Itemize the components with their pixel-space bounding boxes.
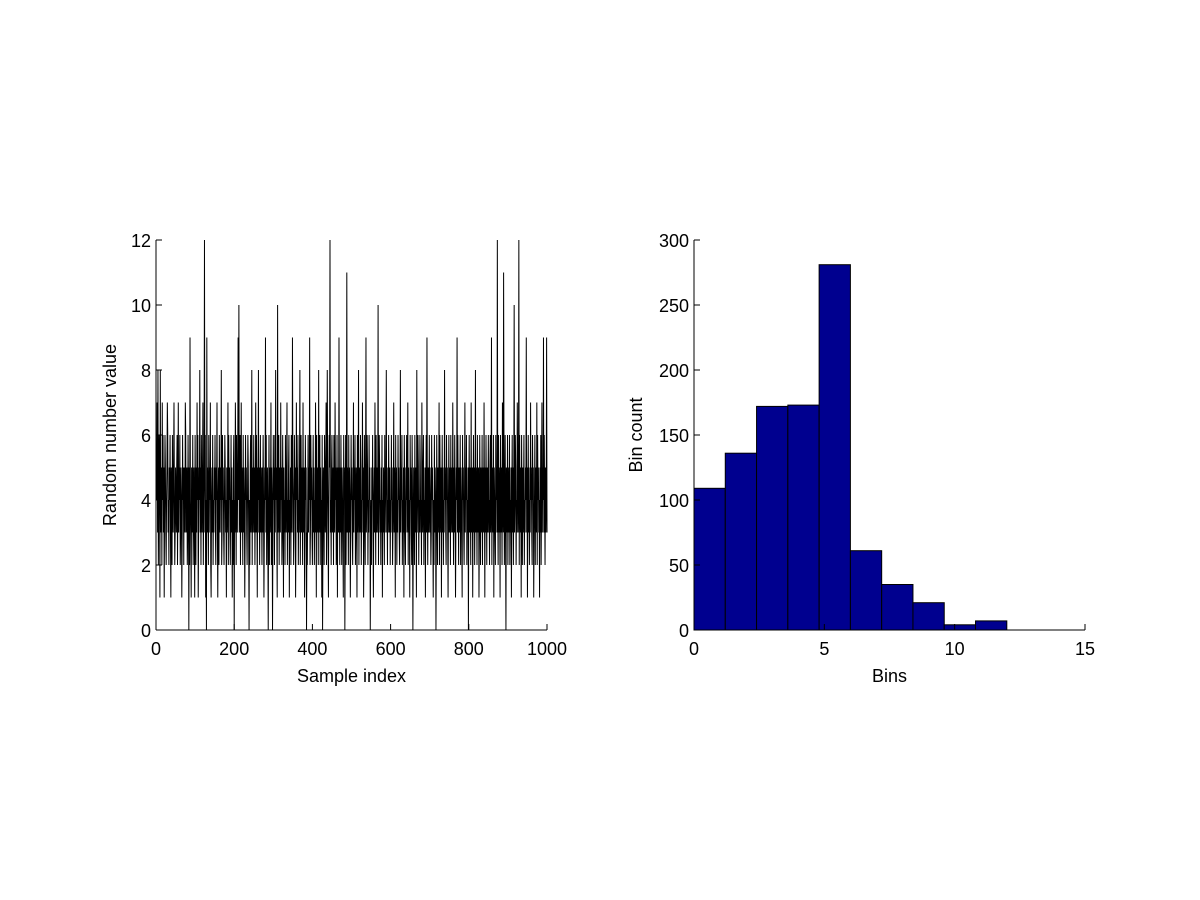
histogram-bar <box>943 624 977 631</box>
y-tick-label: 200 <box>659 361 689 381</box>
x-tick-label: 200 <box>219 639 249 659</box>
y-tick-label: 2 <box>141 556 151 576</box>
histogram-bar <box>849 550 883 631</box>
y-tick-label: 50 <box>669 556 689 576</box>
axes: 0 200 400 600 800 1000 0 2 4 6 8 10 12 Sample index Ra… <box>100 231 567 686</box>
histogram-bar <box>756 405 789 631</box>
histogram-bar <box>881 584 914 631</box>
y-tick-label: 6 <box>141 426 151 446</box>
y-tick-label: 0 <box>141 621 151 641</box>
histogram-bar <box>975 620 1008 631</box>
y-tick-label: 12 <box>131 231 151 251</box>
y-tick-label: 150 <box>659 426 689 446</box>
x-tick-label: 0 <box>689 639 699 659</box>
x-tick-label: 800 <box>454 639 484 659</box>
y-tick-label: 300 <box>659 231 689 251</box>
histogram-bar <box>787 404 820 631</box>
x-tick-label: 0 <box>151 639 161 659</box>
x-axis-label: Bins <box>872 666 907 686</box>
y-tick-label: 10 <box>131 296 151 316</box>
histogram-bar <box>818 264 851 631</box>
x-tick-label: 5 <box>819 639 829 659</box>
data-line <box>155 239 548 631</box>
x-tick-label: 400 <box>297 639 327 659</box>
x-tick-label: 10 <box>945 639 965 659</box>
x-tick-label: 1000 <box>527 639 567 659</box>
y-tick-label: 250 <box>659 296 689 316</box>
x-axis-label: Sample index <box>297 666 406 686</box>
histogram-bar <box>693 487 726 631</box>
x-tick-label: 15 <box>1075 639 1095 659</box>
y-tick-label: 4 <box>141 491 151 511</box>
histogram-bar <box>724 452 758 631</box>
x-tick-label: 600 <box>376 639 406 659</box>
y-tick-label: 100 <box>659 491 689 511</box>
y-axis-label: Random number value <box>100 344 120 526</box>
y-tick-label: 0 <box>679 621 689 641</box>
histogram-bar <box>912 602 945 631</box>
y-tick-label: 8 <box>141 361 151 381</box>
y-axis-label: Bin count <box>626 397 646 472</box>
